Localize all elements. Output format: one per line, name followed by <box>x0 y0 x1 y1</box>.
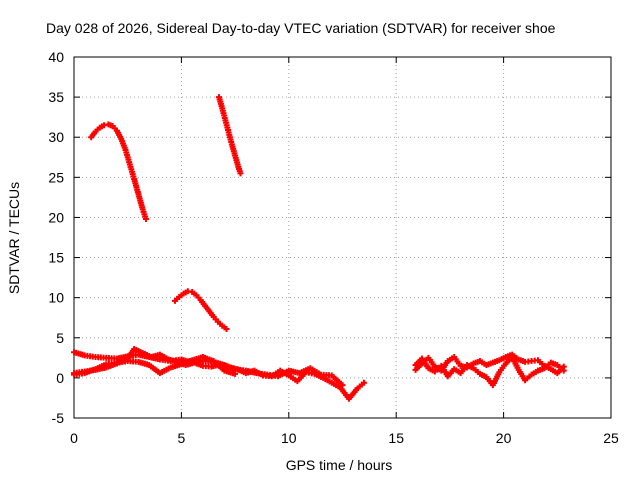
data-point <box>237 170 244 177</box>
data-series <box>71 94 567 402</box>
y-axis-label: SDTVAR / TECUs <box>6 182 22 294</box>
series-low-band-e <box>412 354 567 389</box>
y-tick-label: 15 <box>48 250 64 266</box>
data-point <box>560 367 567 374</box>
data-point <box>223 325 230 332</box>
y-tick-label: 40 <box>48 49 64 65</box>
data-point <box>360 379 367 386</box>
y-tick-label: 20 <box>48 209 64 225</box>
data-point <box>142 216 149 223</box>
series-low-band-c <box>71 354 239 378</box>
x-tick-label: 0 <box>70 430 78 446</box>
x-axis: 0 5 10 15 20 25 <box>70 57 619 446</box>
x-tick-label: 15 <box>388 430 404 446</box>
x-tick-label: 10 <box>281 430 297 446</box>
data-point <box>339 382 346 389</box>
plot-frame <box>73 56 612 419</box>
chart-title: Day 028 of 2026, Sidereal Day-to-day VTE… <box>46 20 556 36</box>
series-arc-mid <box>171 288 230 332</box>
y-tick-label: 30 <box>48 129 64 145</box>
series-arc-high-2 <box>215 94 244 177</box>
x-tick-label: 25 <box>603 430 619 446</box>
y-tick-label: 0 <box>56 370 64 386</box>
y-tick-label: 5 <box>56 330 64 346</box>
y-tick-label: 25 <box>48 169 64 185</box>
x-axis-label: GPS time / hours <box>286 457 393 473</box>
grid <box>74 57 611 418</box>
series-arc-high-1 <box>88 121 149 223</box>
y-tick-label: 35 <box>48 89 64 105</box>
y-axis: -5 0 5 10 15 20 25 30 35 40 <box>48 49 611 426</box>
data-point <box>232 370 239 377</box>
y-tick-label: 10 <box>48 290 64 306</box>
x-tick-label: 5 <box>178 430 186 446</box>
y-tick-label: -5 <box>52 410 65 426</box>
x-tick-label: 20 <box>496 430 512 446</box>
